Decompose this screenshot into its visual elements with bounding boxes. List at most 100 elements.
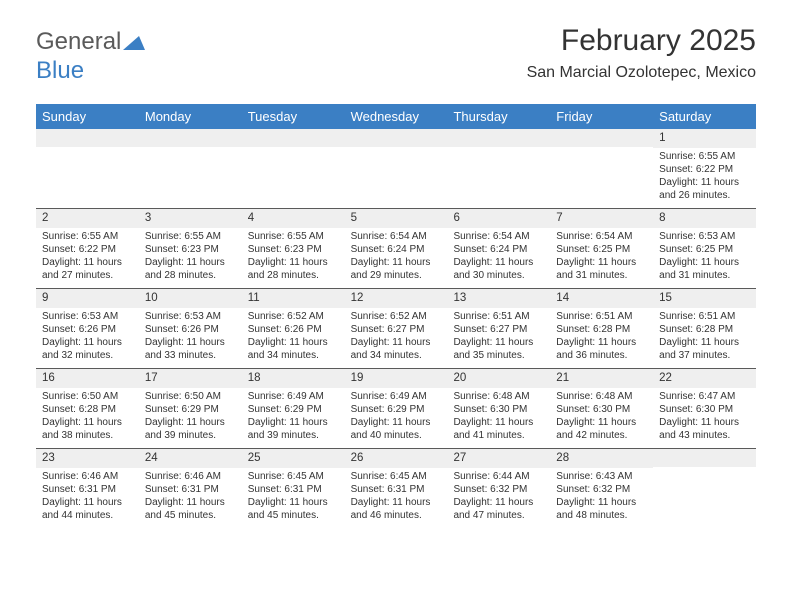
- day-number: 15: [653, 289, 756, 308]
- cell-body: Sunrise: 6:51 AMSunset: 6:27 PMDaylight:…: [447, 308, 550, 368]
- daylight-text: Daylight: 11 hours and 42 minutes.: [556, 416, 647, 442]
- cell-body: Sunrise: 6:54 AMSunset: 6:25 PMDaylight:…: [550, 228, 653, 288]
- cell-body: Sunrise: 6:47 AMSunset: 6:30 PMDaylight:…: [653, 388, 756, 448]
- cell-body: Sunrise: 6:55 AMSunset: 6:23 PMDaylight:…: [139, 228, 242, 288]
- logo: General Blue: [36, 28, 145, 85]
- sunset-text: Sunset: 6:25 PM: [659, 243, 750, 256]
- daylight-text: Daylight: 11 hours and 31 minutes.: [659, 256, 750, 282]
- daylight-text: Daylight: 11 hours and 28 minutes.: [145, 256, 236, 282]
- sunset-text: Sunset: 6:32 PM: [453, 483, 544, 496]
- daylight-text: Daylight: 11 hours and 40 minutes.: [351, 416, 442, 442]
- calendar-cell: 8Sunrise: 6:53 AMSunset: 6:25 PMDaylight…: [653, 209, 756, 288]
- day-number: 18: [242, 369, 345, 388]
- week-row: 23Sunrise: 6:46 AMSunset: 6:31 PMDayligh…: [36, 449, 756, 528]
- day-number: 25: [242, 449, 345, 468]
- day-number: 12: [345, 289, 448, 308]
- calendar-cell: 16Sunrise: 6:50 AMSunset: 6:28 PMDayligh…: [36, 369, 139, 448]
- day-number: 17: [139, 369, 242, 388]
- sunset-text: Sunset: 6:22 PM: [42, 243, 133, 256]
- cell-body: Sunrise: 6:52 AMSunset: 6:27 PMDaylight:…: [345, 308, 448, 368]
- calendar-cell: [139, 129, 242, 208]
- day-number: 24: [139, 449, 242, 468]
- calendar-cell: 22Sunrise: 6:47 AMSunset: 6:30 PMDayligh…: [653, 369, 756, 448]
- calendar-cell: 28Sunrise: 6:43 AMSunset: 6:32 PMDayligh…: [550, 449, 653, 528]
- cell-body: Sunrise: 6:51 AMSunset: 6:28 PMDaylight:…: [653, 308, 756, 368]
- sunrise-text: Sunrise: 6:52 AM: [248, 310, 339, 323]
- weeks-container: 1Sunrise: 6:55 AMSunset: 6:22 PMDaylight…: [36, 129, 756, 528]
- cell-body: Sunrise: 6:49 AMSunset: 6:29 PMDaylight:…: [345, 388, 448, 448]
- sunset-text: Sunset: 6:31 PM: [248, 483, 339, 496]
- daylight-text: Daylight: 11 hours and 31 minutes.: [556, 256, 647, 282]
- daylight-text: Daylight: 11 hours and 35 minutes.: [453, 336, 544, 362]
- cell-body: Sunrise: 6:48 AMSunset: 6:30 PMDaylight:…: [550, 388, 653, 448]
- week-row: 9Sunrise: 6:53 AMSunset: 6:26 PMDaylight…: [36, 289, 756, 369]
- sunset-text: Sunset: 6:26 PM: [42, 323, 133, 336]
- sunset-text: Sunset: 6:22 PM: [659, 163, 750, 176]
- sunset-text: Sunset: 6:25 PM: [556, 243, 647, 256]
- sunrise-text: Sunrise: 6:48 AM: [453, 390, 544, 403]
- day-number: 26: [345, 449, 448, 468]
- calendar-cell: 21Sunrise: 6:48 AMSunset: 6:30 PMDayligh…: [550, 369, 653, 448]
- calendar-cell: 2Sunrise: 6:55 AMSunset: 6:22 PMDaylight…: [36, 209, 139, 288]
- calendar-cell: 20Sunrise: 6:48 AMSunset: 6:30 PMDayligh…: [447, 369, 550, 448]
- calendar-cell: 23Sunrise: 6:46 AMSunset: 6:31 PMDayligh…: [36, 449, 139, 528]
- sunrise-text: Sunrise: 6:54 AM: [556, 230, 647, 243]
- cell-body: Sunrise: 6:53 AMSunset: 6:26 PMDaylight:…: [139, 308, 242, 368]
- sunset-text: Sunset: 6:28 PM: [42, 403, 133, 416]
- sunrise-text: Sunrise: 6:55 AM: [659, 150, 750, 163]
- cell-body: Sunrise: 6:45 AMSunset: 6:31 PMDaylight:…: [345, 468, 448, 528]
- day-number: 5: [345, 209, 448, 228]
- sunrise-text: Sunrise: 6:53 AM: [659, 230, 750, 243]
- sunset-text: Sunset: 6:31 PM: [42, 483, 133, 496]
- daylight-text: Daylight: 11 hours and 41 minutes.: [453, 416, 544, 442]
- day-number: 9: [36, 289, 139, 308]
- calendar-cell: 1Sunrise: 6:55 AMSunset: 6:22 PMDaylight…: [653, 129, 756, 208]
- sunset-text: Sunset: 6:30 PM: [556, 403, 647, 416]
- calendar-cell: 12Sunrise: 6:52 AMSunset: 6:27 PMDayligh…: [345, 289, 448, 368]
- day-header-tue: Tuesday: [242, 104, 345, 129]
- daylight-text: Daylight: 11 hours and 38 minutes.: [42, 416, 133, 442]
- day-header-thu: Thursday: [447, 104, 550, 129]
- day-number: 28: [550, 449, 653, 468]
- sunrise-text: Sunrise: 6:49 AM: [351, 390, 442, 403]
- daylight-text: Daylight: 11 hours and 39 minutes.: [248, 416, 339, 442]
- sunrise-text: Sunrise: 6:50 AM: [145, 390, 236, 403]
- sunset-text: Sunset: 6:23 PM: [145, 243, 236, 256]
- sunrise-text: Sunrise: 6:53 AM: [145, 310, 236, 323]
- calendar-cell: 14Sunrise: 6:51 AMSunset: 6:28 PMDayligh…: [550, 289, 653, 368]
- day-number: 7: [550, 209, 653, 228]
- cell-body: Sunrise: 6:49 AMSunset: 6:29 PMDaylight:…: [242, 388, 345, 448]
- calendar-cell: 24Sunrise: 6:46 AMSunset: 6:31 PMDayligh…: [139, 449, 242, 528]
- calendar-cell: 6Sunrise: 6:54 AMSunset: 6:24 PMDaylight…: [447, 209, 550, 288]
- sunrise-text: Sunrise: 6:55 AM: [145, 230, 236, 243]
- daylight-text: Daylight: 11 hours and 26 minutes.: [659, 176, 750, 202]
- cell-body: Sunrise: 6:44 AMSunset: 6:32 PMDaylight:…: [447, 468, 550, 528]
- day-number: 10: [139, 289, 242, 308]
- sunrise-text: Sunrise: 6:54 AM: [351, 230, 442, 243]
- cell-body: Sunrise: 6:55 AMSunset: 6:22 PMDaylight:…: [36, 228, 139, 288]
- calendar-cell: 15Sunrise: 6:51 AMSunset: 6:28 PMDayligh…: [653, 289, 756, 368]
- daylight-text: Daylight: 11 hours and 48 minutes.: [556, 496, 647, 522]
- calendar-cell: 26Sunrise: 6:45 AMSunset: 6:31 PMDayligh…: [345, 449, 448, 528]
- week-row: 16Sunrise: 6:50 AMSunset: 6:28 PMDayligh…: [36, 369, 756, 449]
- logo-text-blue: Blue: [36, 57, 84, 84]
- day-number: 11: [242, 289, 345, 308]
- week-row: 2Sunrise: 6:55 AMSunset: 6:22 PMDaylight…: [36, 209, 756, 289]
- day-number: 21: [550, 369, 653, 388]
- calendar-cell: [242, 129, 345, 208]
- cell-body: Sunrise: 6:54 AMSunset: 6:24 PMDaylight:…: [447, 228, 550, 288]
- day-header-row: Sunday Monday Tuesday Wednesday Thursday…: [36, 104, 756, 129]
- calendar-grid: Sunday Monday Tuesday Wednesday Thursday…: [36, 104, 756, 528]
- daylight-text: Daylight: 11 hours and 45 minutes.: [248, 496, 339, 522]
- day-number: [139, 129, 242, 147]
- daylight-text: Daylight: 11 hours and 39 minutes.: [145, 416, 236, 442]
- daylight-text: Daylight: 11 hours and 33 minutes.: [145, 336, 236, 362]
- day-number: [36, 129, 139, 147]
- daylight-text: Daylight: 11 hours and 30 minutes.: [453, 256, 544, 282]
- daylight-text: Daylight: 11 hours and 34 minutes.: [248, 336, 339, 362]
- calendar-cell: [550, 129, 653, 208]
- sunset-text: Sunset: 6:30 PM: [453, 403, 544, 416]
- location-text: San Marcial Ozolotepec, Mexico: [527, 64, 756, 82]
- sunrise-text: Sunrise: 6:46 AM: [42, 470, 133, 483]
- cell-body: Sunrise: 6:46 AMSunset: 6:31 PMDaylight:…: [139, 468, 242, 528]
